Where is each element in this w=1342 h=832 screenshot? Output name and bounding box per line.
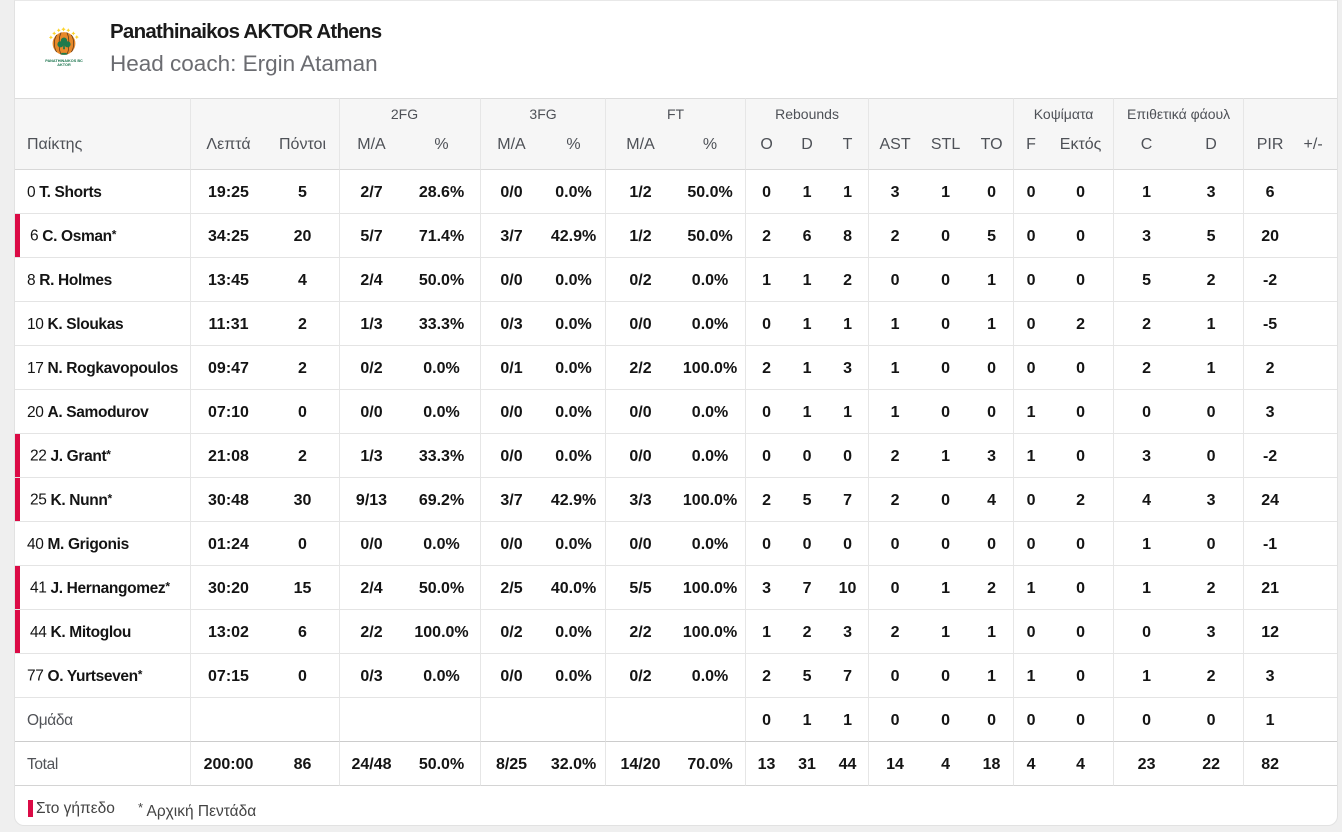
svg-text:PANATHINAIKOS BC: PANATHINAIKOS BC <box>45 59 83 63</box>
svg-text:AKTOR: AKTOR <box>57 63 71 67</box>
